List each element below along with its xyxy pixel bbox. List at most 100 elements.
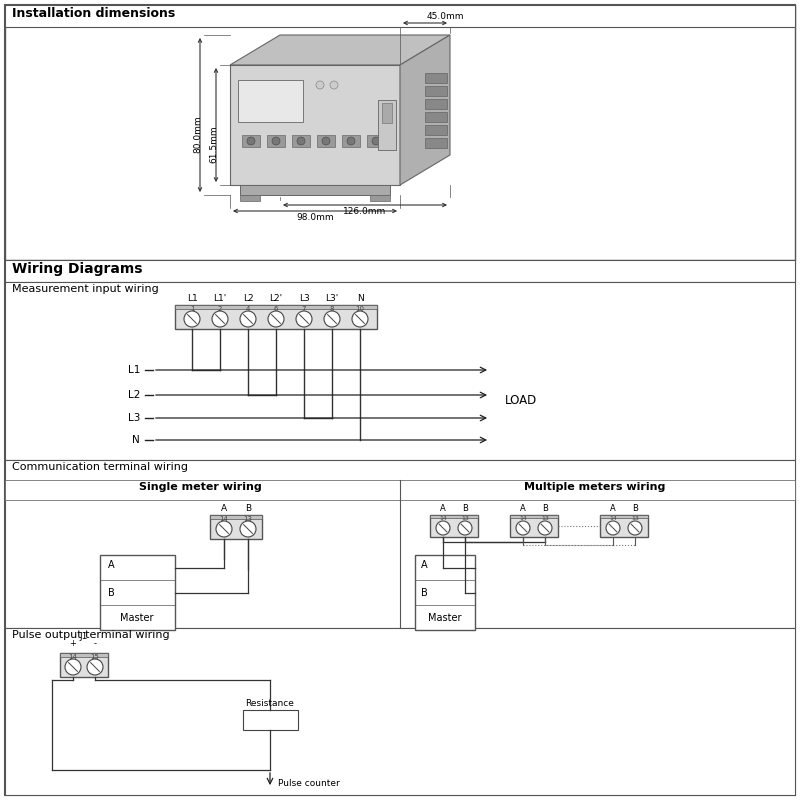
Text: Pulse counter: Pulse counter: [278, 778, 340, 787]
Text: 7: 7: [302, 306, 306, 312]
Bar: [210, 515, 262, 519]
Bar: [5, 260, 795, 282]
Text: 13: 13: [461, 516, 469, 521]
Text: LOAD: LOAD: [505, 394, 538, 406]
Text: J1: J1: [80, 632, 88, 641]
Text: 80.0mm: 80.0mm: [194, 115, 202, 153]
Text: A: A: [440, 504, 446, 513]
Bar: [210, 515, 262, 539]
Bar: [425, 86, 447, 96]
Bar: [100, 555, 175, 630]
Text: 15: 15: [90, 654, 99, 660]
Text: B: B: [245, 504, 251, 513]
Text: 1: 1: [190, 306, 194, 312]
Text: L1': L1': [214, 294, 226, 303]
Circle shape: [247, 137, 255, 145]
Circle shape: [606, 521, 620, 535]
Bar: [510, 515, 558, 537]
Text: B: B: [108, 588, 114, 598]
Bar: [430, 515, 478, 537]
Text: L2: L2: [242, 294, 254, 303]
Text: N: N: [132, 435, 140, 445]
Text: 14: 14: [439, 516, 447, 521]
Circle shape: [268, 311, 284, 327]
Bar: [5, 5, 795, 260]
Circle shape: [538, 521, 552, 535]
Text: L2: L2: [128, 390, 140, 400]
Text: 14: 14: [609, 516, 617, 521]
Bar: [60, 653, 108, 657]
Bar: [425, 73, 447, 83]
Text: Communication terminal wiring: Communication terminal wiring: [12, 462, 188, 472]
Text: Master: Master: [428, 613, 462, 623]
Bar: [240, 195, 260, 201]
Circle shape: [628, 521, 642, 535]
Bar: [600, 515, 648, 537]
Text: 14: 14: [519, 516, 527, 521]
Text: Resistance: Resistance: [246, 699, 294, 708]
Text: 14: 14: [219, 516, 229, 522]
Bar: [370, 195, 390, 201]
Bar: [292, 135, 310, 147]
Text: L3': L3': [326, 294, 338, 303]
Circle shape: [458, 521, 472, 535]
Text: 13: 13: [631, 516, 639, 521]
Text: 2: 2: [218, 306, 222, 312]
Bar: [367, 135, 385, 147]
Text: Pulse output terminal wiring: Pulse output terminal wiring: [12, 630, 170, 640]
Text: Single meter wiring: Single meter wiring: [138, 482, 262, 492]
Circle shape: [297, 137, 305, 145]
Text: B: B: [542, 504, 548, 513]
Circle shape: [296, 311, 312, 327]
Bar: [425, 125, 447, 135]
Text: 126.0mm: 126.0mm: [343, 207, 386, 216]
Bar: [230, 65, 400, 185]
Bar: [5, 460, 795, 628]
Text: B: B: [462, 504, 468, 513]
Text: 13: 13: [243, 516, 253, 522]
Bar: [175, 305, 377, 329]
Bar: [267, 135, 285, 147]
Polygon shape: [230, 35, 450, 65]
Circle shape: [436, 521, 450, 535]
Bar: [415, 555, 475, 630]
Text: L3: L3: [298, 294, 310, 303]
Text: A: A: [520, 504, 526, 513]
Text: Wiring Diagrams: Wiring Diagrams: [12, 262, 142, 276]
Text: 10: 10: [355, 306, 365, 312]
Circle shape: [516, 521, 530, 535]
Text: Measurement input wiring: Measurement input wiring: [12, 284, 158, 294]
Circle shape: [87, 659, 103, 675]
Text: L2': L2': [270, 294, 282, 303]
Bar: [175, 305, 377, 309]
Bar: [5, 282, 795, 460]
Bar: [238, 80, 303, 122]
Text: N: N: [357, 294, 363, 303]
Text: L1: L1: [128, 365, 140, 375]
Text: 98.0mm: 98.0mm: [296, 213, 334, 222]
Text: L3: L3: [128, 413, 140, 423]
Bar: [242, 135, 260, 147]
Bar: [425, 99, 447, 109]
Text: Multiple meters wiring: Multiple meters wiring: [524, 482, 666, 492]
Circle shape: [212, 311, 228, 327]
Bar: [342, 135, 360, 147]
Bar: [510, 515, 558, 518]
Bar: [243, 710, 298, 730]
Text: 13: 13: [541, 516, 549, 521]
Bar: [430, 515, 478, 518]
Text: A: A: [108, 560, 114, 570]
Bar: [382, 103, 392, 123]
Text: B: B: [421, 588, 428, 598]
Text: A: A: [421, 560, 428, 570]
Text: +: +: [70, 639, 77, 648]
Polygon shape: [400, 35, 450, 185]
Text: L1: L1: [186, 294, 198, 303]
Circle shape: [240, 521, 256, 537]
Bar: [5, 5, 795, 27]
Circle shape: [322, 137, 330, 145]
Bar: [5, 628, 795, 795]
Bar: [5, 480, 795, 500]
Bar: [425, 138, 447, 148]
Circle shape: [324, 311, 340, 327]
